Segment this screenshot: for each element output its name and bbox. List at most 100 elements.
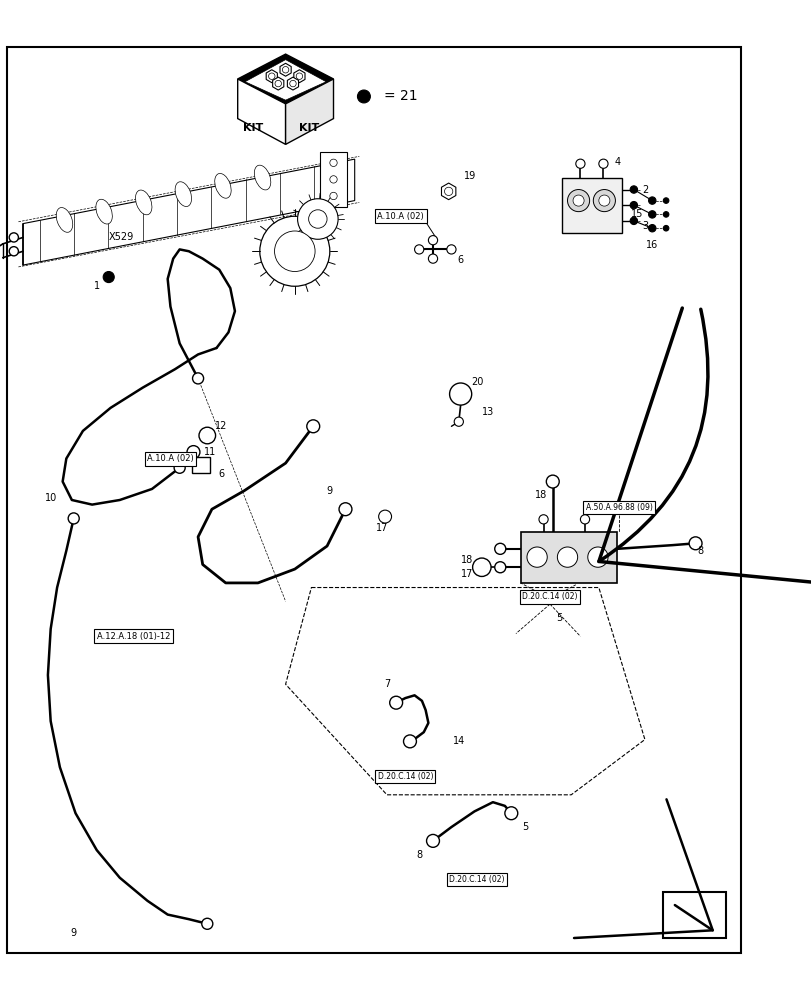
- Circle shape: [580, 515, 589, 524]
- Circle shape: [297, 199, 337, 239]
- Text: 9: 9: [326, 486, 333, 496]
- Text: 16: 16: [646, 240, 658, 250]
- Text: 6: 6: [457, 255, 463, 265]
- Text: 11: 11: [204, 447, 216, 457]
- Circle shape: [174, 462, 185, 473]
- Text: 2: 2: [641, 185, 647, 195]
- Text: 6: 6: [218, 469, 224, 479]
- Circle shape: [199, 427, 215, 444]
- Circle shape: [546, 475, 559, 488]
- Text: A.12.A.18 (01)-12: A.12.A.18 (01)-12: [97, 632, 170, 641]
- Circle shape: [192, 373, 204, 384]
- Text: 19: 19: [463, 171, 475, 181]
- Ellipse shape: [298, 230, 310, 243]
- Circle shape: [296, 73, 303, 79]
- Polygon shape: [561, 178, 621, 233]
- Text: 12: 12: [215, 421, 227, 431]
- Text: 14: 14: [452, 736, 465, 746]
- Text: A.50.A.96.88 (09): A.50.A.96.88 (09): [585, 503, 652, 512]
- Text: 18: 18: [461, 555, 473, 565]
- Circle shape: [598, 195, 609, 206]
- Polygon shape: [294, 70, 305, 83]
- Circle shape: [187, 446, 200, 459]
- Text: 8: 8: [415, 850, 422, 860]
- Text: D.20.C.14 (02): D.20.C.14 (02): [521, 592, 577, 601]
- Text: 17: 17: [461, 569, 473, 579]
- Bar: [663, 892, 725, 938]
- Circle shape: [539, 515, 547, 524]
- Circle shape: [449, 383, 471, 405]
- Text: 8: 8: [697, 546, 702, 556]
- Ellipse shape: [303, 224, 314, 236]
- Circle shape: [494, 562, 505, 573]
- Polygon shape: [285, 79, 333, 144]
- Circle shape: [446, 245, 456, 254]
- Text: D.20.C.14 (02): D.20.C.14 (02): [449, 875, 504, 884]
- Text: 4: 4: [613, 157, 620, 167]
- Circle shape: [274, 231, 315, 272]
- Circle shape: [663, 198, 668, 203]
- Circle shape: [573, 195, 583, 206]
- Circle shape: [663, 225, 668, 231]
- Polygon shape: [287, 77, 298, 90]
- Text: 10: 10: [45, 493, 57, 503]
- Polygon shape: [272, 77, 284, 90]
- Circle shape: [275, 80, 281, 87]
- Circle shape: [329, 176, 337, 183]
- Text: 9: 9: [71, 928, 77, 938]
- Circle shape: [494, 543, 505, 554]
- Ellipse shape: [96, 199, 112, 224]
- Text: KIT: KIT: [243, 123, 263, 133]
- Text: A.10.A (02): A.10.A (02): [377, 212, 423, 221]
- Circle shape: [307, 420, 320, 433]
- Text: A.10.A (02): A.10.A (02): [147, 454, 194, 463]
- Circle shape: [444, 187, 453, 196]
- Text: D.20.C.14 (02): D.20.C.14 (02): [377, 772, 432, 781]
- Circle shape: [663, 212, 668, 217]
- Polygon shape: [280, 63, 291, 76]
- Ellipse shape: [175, 182, 191, 207]
- Text: 3: 3: [641, 221, 647, 231]
- Ellipse shape: [214, 173, 231, 198]
- Ellipse shape: [289, 243, 300, 256]
- Polygon shape: [238, 79, 285, 144]
- Ellipse shape: [56, 208, 73, 232]
- Text: 17: 17: [375, 523, 388, 533]
- Circle shape: [689, 537, 702, 550]
- Bar: [191, 457, 210, 473]
- Ellipse shape: [293, 237, 305, 249]
- Bar: [320, 152, 347, 207]
- Circle shape: [9, 247, 19, 256]
- Circle shape: [282, 67, 289, 73]
- Text: 5: 5: [556, 613, 562, 623]
- Ellipse shape: [254, 165, 270, 190]
- Text: 18: 18: [534, 490, 547, 500]
- Circle shape: [308, 210, 327, 228]
- Circle shape: [103, 272, 114, 283]
- Circle shape: [629, 217, 637, 225]
- Polygon shape: [441, 183, 455, 200]
- Circle shape: [648, 197, 655, 204]
- Text: = 21: = 21: [384, 89, 417, 103]
- Circle shape: [403, 735, 416, 748]
- Circle shape: [414, 245, 423, 254]
- Circle shape: [428, 236, 437, 245]
- Text: 7: 7: [384, 679, 389, 689]
- Polygon shape: [266, 70, 277, 83]
- Circle shape: [9, 233, 19, 242]
- Circle shape: [329, 159, 337, 166]
- Circle shape: [629, 186, 637, 193]
- Circle shape: [428, 254, 437, 263]
- Ellipse shape: [135, 190, 152, 215]
- Circle shape: [648, 225, 655, 232]
- Text: KIT: KIT: [299, 123, 320, 133]
- Polygon shape: [238, 54, 333, 104]
- Circle shape: [68, 513, 79, 524]
- Circle shape: [389, 696, 402, 709]
- Circle shape: [260, 216, 329, 286]
- Circle shape: [472, 558, 491, 576]
- Circle shape: [587, 547, 607, 567]
- Circle shape: [268, 73, 275, 79]
- Circle shape: [648, 211, 655, 218]
- Polygon shape: [245, 60, 326, 100]
